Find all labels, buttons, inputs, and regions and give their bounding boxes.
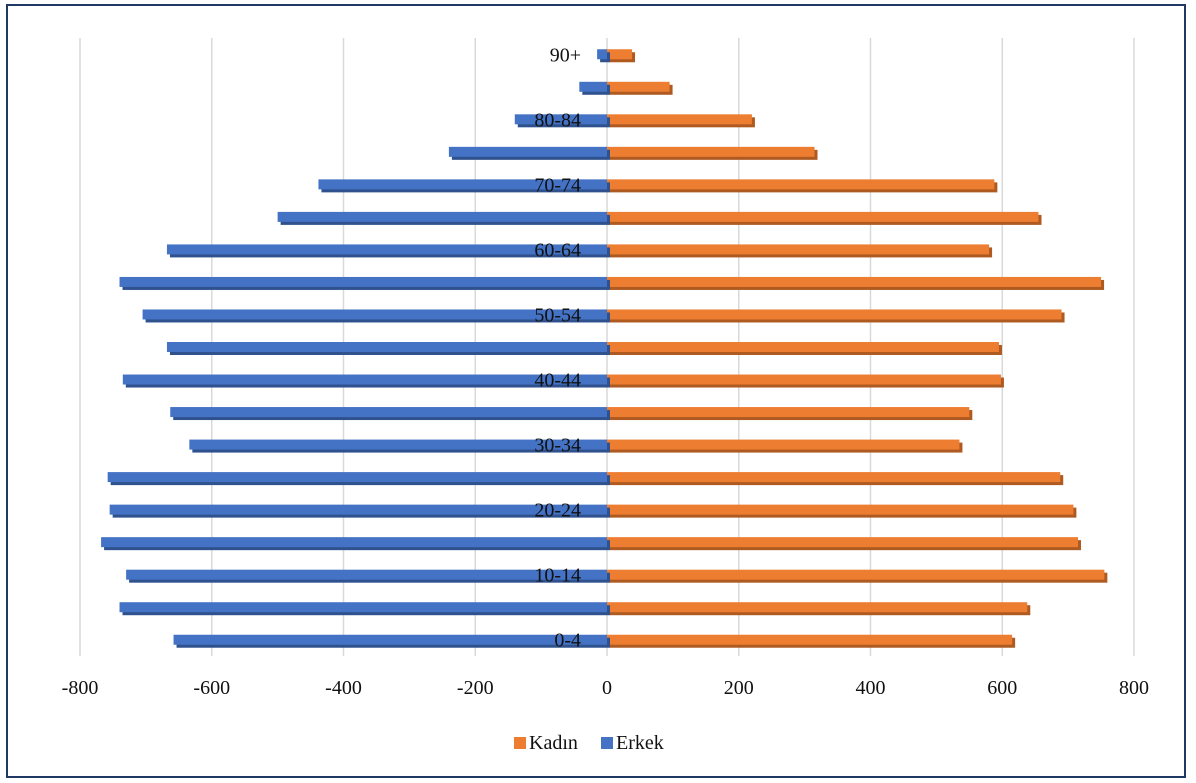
bar-kadin-3 [607, 537, 1082, 551]
bar-erkek-18 [597, 49, 610, 63]
bar-erkek-3 [101, 537, 610, 551]
bar-kadin-8 [607, 374, 1004, 388]
bar-kadin-18 [607, 49, 636, 63]
x-tick-label-0: -800 [62, 677, 99, 699]
category-label-10: 50-54 [534, 304, 581, 326]
category-label-4: 20-24 [534, 500, 581, 522]
bars [101, 49, 1108, 648]
bar-erkek-1 [119, 602, 611, 616]
legend-label-0: Kadın [529, 732, 578, 754]
chart-frame: 0-4 10-14 20-24 30-34 40-44 50-54 60-64 70-74 80… [6, 4, 1186, 778]
bar-kadin-15 [607, 146, 818, 160]
population-pyramid-chart: 0-4 10-14 20-24 30-34 40-44 50-54 60-64 70-74 80… [62, 38, 1149, 754]
category-label-6: 30-34 [534, 435, 581, 457]
x-tick-label-2: -400 [325, 677, 362, 699]
category-label-18: 90+ [550, 44, 581, 66]
category-label-16: 80-84 [534, 109, 581, 131]
bar-erkek-2 [126, 569, 611, 583]
bar-kadin-4 [607, 504, 1077, 518]
x-tick-label-6: 400 [856, 677, 886, 699]
bar-kadin-16 [607, 114, 755, 128]
bar-erkek-5 [107, 472, 610, 486]
bar-kadin-5 [607, 472, 1064, 486]
category-labels: 0-4 10-14 20-24 30-34 40-44 50-54 60-64 70-74 80… [534, 44, 581, 651]
bar-erkek-12 [166, 244, 610, 258]
bar-erkek-14 [318, 179, 610, 193]
legend-item-erkek: Erkek [601, 732, 664, 754]
bar-erkek-6 [189, 439, 611, 453]
bar-kadin-10 [607, 309, 1065, 323]
bar-erkek-7 [170, 407, 610, 421]
bar-erkek-15 [448, 146, 610, 160]
bar-erkek-13 [277, 211, 610, 225]
category-label-12: 60-64 [534, 239, 581, 261]
category-label-8: 40-44 [534, 370, 581, 392]
bar-kadin-12 [607, 244, 993, 258]
bar-erkek-9 [166, 342, 610, 355]
x-tick-label-7: 600 [987, 677, 1017, 699]
bar-kadin-0 [607, 634, 1016, 648]
x-tick-label-1: -600 [193, 677, 230, 699]
bar-kadin-11 [607, 276, 1105, 290]
bar-erkek-10 [142, 309, 611, 323]
category-label-14: 70-74 [534, 174, 581, 196]
bar-kadin-7 [607, 407, 973, 421]
legend-swatch-1 [601, 737, 613, 749]
category-label-0: 0-4 [554, 630, 581, 652]
bar-erkek-17 [579, 81, 610, 95]
bar-erkek-11 [119, 276, 611, 290]
bar-kadin-14 [607, 179, 998, 193]
bar-erkek-0 [173, 634, 611, 648]
x-tick-label-3: -200 [457, 677, 494, 699]
x-tick-label-4: 0 [602, 677, 612, 699]
bar-kadin-17 [607, 81, 673, 95]
legend-label-1: Erkek [616, 732, 664, 754]
bar-kadin-9 [607, 342, 1002, 355]
bar-erkek-16 [514, 114, 610, 128]
bar-kadin-1 [607, 602, 1031, 616]
bar-erkek-4 [109, 504, 611, 518]
legend-swatch-0 [514, 737, 526, 749]
x-tick-label-5: 200 [724, 677, 754, 699]
bar-kadin-6 [607, 439, 963, 453]
x-tick-labels: -800 -600 -400 -200 0 200 400 600 800 [62, 677, 1149, 699]
legend-item-kadin: Kadın [514, 732, 578, 754]
bar-kadin-13 [607, 211, 1042, 225]
category-label-2: 10-14 [534, 565, 581, 587]
legend: Kadın Erkek [514, 732, 664, 754]
bar-erkek-8 [122, 374, 610, 388]
x-tick-label-8: 800 [1119, 677, 1149, 699]
bar-kadin-2 [607, 569, 1108, 583]
